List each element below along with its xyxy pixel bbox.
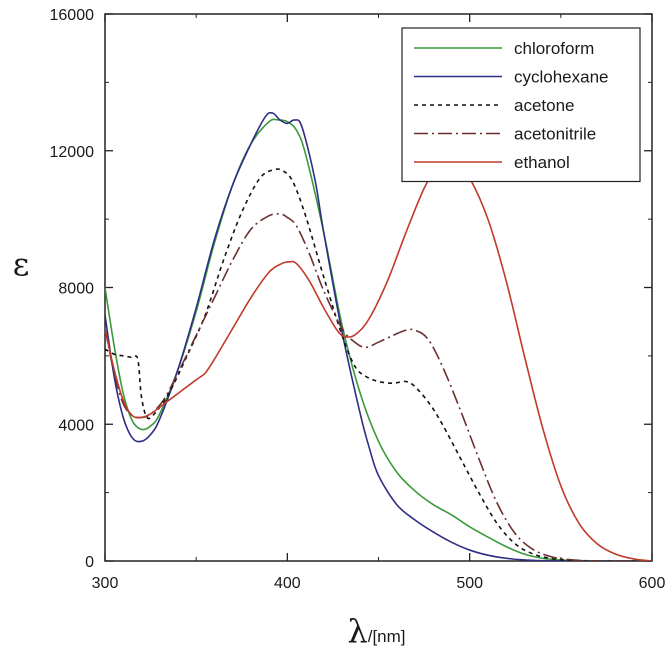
legend-label-ethanol: ethanol (514, 153, 570, 172)
y-tick-label: 16000 (50, 7, 95, 24)
series-line-acetonitrile (105, 212, 652, 561)
tick-labels: 300 400 500 600 0 4000 8000 12000 16000 (50, 7, 666, 592)
x-tick-label: 400 (274, 575, 301, 592)
legend-label-chloroform: chloroform (514, 39, 594, 58)
x-tick-label: 600 (639, 575, 666, 592)
legend-label-acetone: acetone (514, 96, 575, 115)
series-line-chloroform (105, 118, 652, 561)
y-axis-title: ε (13, 246, 30, 284)
legend: chloroform cyclohexane acetone acetonitrile… (401, 27, 641, 183)
legend-label-cyclohexane: cyclohexane (514, 68, 609, 87)
y-axis-title-text: ε (13, 246, 30, 284)
y-tick-label: 8000 (58, 281, 94, 298)
legend-label-acetonitrile: acetonitrile (514, 125, 596, 144)
series-line-acetone (105, 168, 652, 561)
series-layer (105, 111, 652, 561)
x-axis-title-text: λ/[nm] (347, 612, 405, 650)
y-tick-label: 12000 (50, 144, 95, 161)
x-tick-label: 300 (92, 575, 119, 592)
chart-plot-area: 300 400 500 600 0 4000 8000 12000 16000 (50, 7, 666, 592)
series-line-cyclohexane (105, 111, 652, 561)
y-tick-label: 4000 (58, 417, 94, 434)
series-line-ethanol (105, 161, 652, 561)
x-axis-title: λ/[nm] (347, 612, 405, 650)
x-axis-unit: /[nm] (368, 627, 406, 646)
y-tick-label: 0 (85, 554, 94, 571)
x-axis-symbol: λ (347, 612, 367, 650)
x-tick-label: 500 (456, 575, 483, 592)
